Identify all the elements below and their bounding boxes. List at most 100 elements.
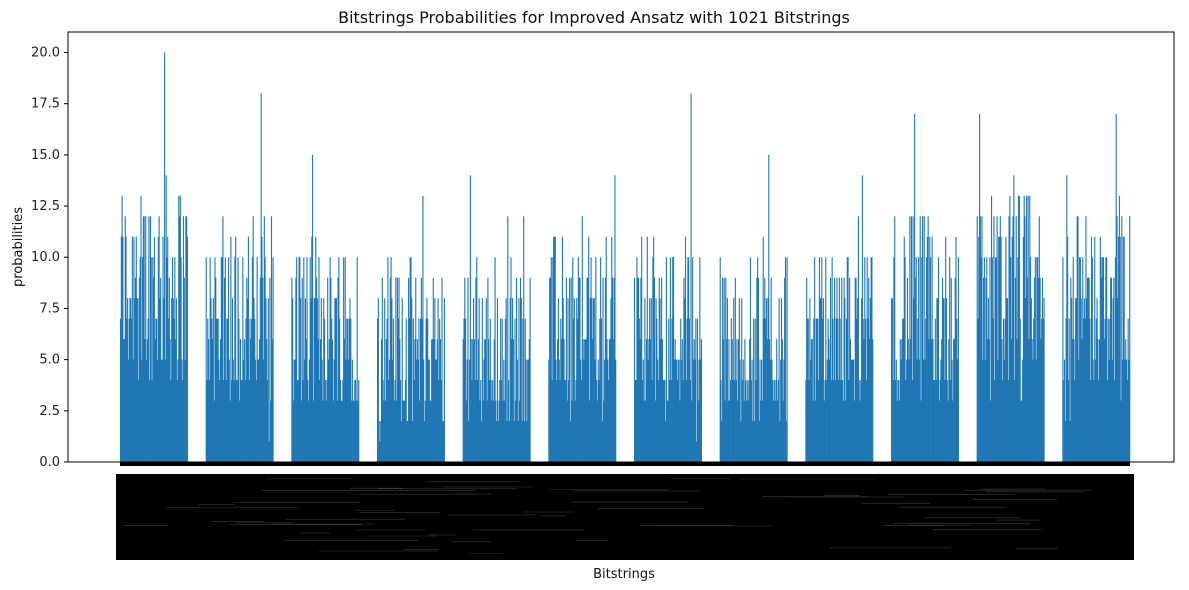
bar <box>507 216 509 462</box>
chart-title: Bitstrings Probabilities for Improved An… <box>338 8 850 27</box>
bar <box>1109 318 1111 462</box>
bar <box>423 421 426 462</box>
bar <box>1041 318 1043 462</box>
bar <box>253 298 255 462</box>
bar <box>905 380 907 462</box>
bar <box>328 339 330 462</box>
bar <box>142 257 144 462</box>
bar <box>941 339 943 462</box>
bar <box>231 298 234 462</box>
bar <box>840 380 842 462</box>
bar <box>521 421 523 462</box>
bar <box>529 277 531 462</box>
bar <box>125 236 127 462</box>
bar <box>925 318 927 462</box>
bar <box>238 318 240 462</box>
bar <box>319 380 321 462</box>
bar <box>323 298 325 462</box>
bar <box>609 339 611 462</box>
bar <box>1000 236 1002 462</box>
bar <box>177 359 179 462</box>
bar <box>580 359 582 462</box>
bar <box>1124 359 1126 462</box>
bar <box>783 359 785 462</box>
bar <box>784 257 787 462</box>
bar <box>1014 380 1016 462</box>
bar <box>773 400 775 462</box>
bar <box>313 298 315 462</box>
bar <box>462 339 464 462</box>
bar <box>222 216 224 462</box>
bar <box>658 277 660 462</box>
bar <box>920 400 922 462</box>
bar <box>475 277 477 462</box>
bar <box>122 236 124 462</box>
bar <box>387 257 389 462</box>
bar <box>291 277 293 462</box>
bar <box>509 298 511 462</box>
bar <box>900 359 902 462</box>
bar <box>1078 359 1080 462</box>
bar <box>1105 257 1107 462</box>
bar <box>759 359 761 462</box>
bar <box>247 236 249 462</box>
bar <box>872 339 874 462</box>
bar <box>563 339 565 462</box>
bar <box>902 318 905 462</box>
bar <box>828 339 830 462</box>
bar <box>923 216 925 462</box>
bar <box>419 318 422 462</box>
bar <box>1007 380 1009 462</box>
bar <box>484 339 486 462</box>
bar <box>349 298 351 462</box>
bar <box>825 257 827 462</box>
bar <box>512 339 514 462</box>
bar <box>899 339 901 462</box>
bar <box>665 257 667 462</box>
bar <box>1025 298 1027 462</box>
bar <box>379 441 381 462</box>
bar <box>499 380 501 462</box>
bar <box>1008 216 1010 462</box>
bar <box>185 216 187 462</box>
bar <box>465 318 467 462</box>
bar <box>1071 298 1073 462</box>
bar <box>599 318 601 462</box>
bar <box>907 339 909 462</box>
bar <box>236 380 238 462</box>
bar <box>688 257 690 462</box>
bar <box>934 318 936 462</box>
bar <box>1024 216 1026 462</box>
bar <box>391 298 393 462</box>
bar <box>225 380 227 462</box>
bar <box>655 298 657 462</box>
bar <box>296 380 299 462</box>
bar <box>345 359 347 462</box>
bar <box>679 400 681 462</box>
bar <box>922 216 924 462</box>
bar <box>823 400 825 462</box>
bar <box>491 400 493 462</box>
bar <box>750 380 752 462</box>
bar <box>721 421 723 462</box>
bar <box>953 339 955 462</box>
y-tick-label: 2.5 <box>39 404 60 419</box>
bar <box>937 298 939 462</box>
bar <box>856 318 858 462</box>
bar <box>431 339 434 462</box>
bar <box>741 380 744 462</box>
bar <box>596 400 598 462</box>
bar <box>686 318 688 462</box>
bar <box>322 400 324 462</box>
bar <box>316 277 318 462</box>
bar <box>871 257 873 462</box>
bar <box>511 339 513 462</box>
bar <box>515 400 517 462</box>
bar <box>572 257 574 462</box>
bar <box>1094 359 1097 462</box>
bar <box>226 318 228 462</box>
bar <box>898 380 900 462</box>
bar <box>523 216 525 462</box>
bar <box>153 277 155 462</box>
bar <box>1122 236 1124 462</box>
